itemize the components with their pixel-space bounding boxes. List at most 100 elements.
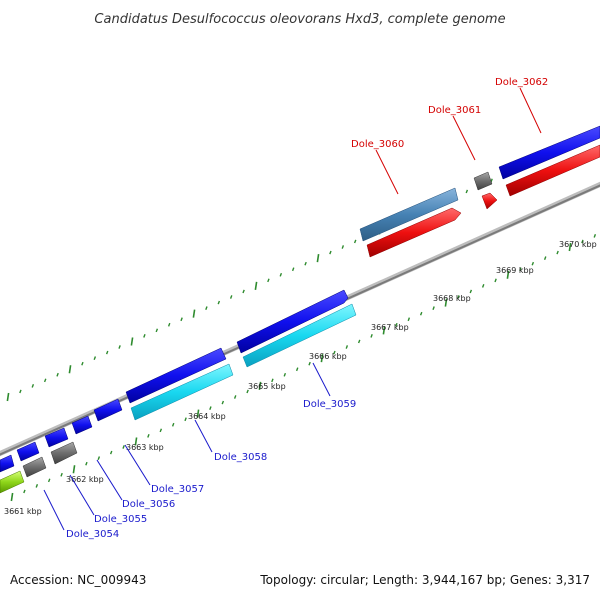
upper-scale-tick <box>68 365 72 374</box>
gene-label-leader <box>312 362 331 397</box>
gene-dole-3055-grey[interactable] <box>50 441 78 465</box>
gene-label-leader <box>452 115 476 161</box>
gene-dole-3054-grey[interactable] <box>22 456 47 478</box>
upper-scale-tick <box>353 239 357 244</box>
upper-scale-tick <box>81 361 84 366</box>
gene-dole-3061-red[interactable] <box>481 192 498 210</box>
gene-dole-3060-reverse[interactable] <box>366 207 462 258</box>
gene-dole-3058-cyan[interactable] <box>130 363 234 421</box>
upper-scale-tick <box>254 281 258 291</box>
lower-scale-tick <box>395 322 398 327</box>
lower-scale-tick <box>23 489 26 494</box>
lower-scale-tick <box>345 345 349 349</box>
lower-scale-tick <box>506 270 510 279</box>
gene-label-leader <box>43 489 65 531</box>
gene-label[interactable]: Dole_3054 <box>66 529 119 540</box>
gene-dole-3057-blue[interactable] <box>93 398 123 422</box>
lower-scale-tick <box>10 492 14 502</box>
gene-label[interactable]: Dole_3056 <box>122 499 175 510</box>
scale-tick-label: 3668 kbp <box>433 294 471 303</box>
gene-label[interactable]: Dole_3057 <box>151 484 204 495</box>
lower-scale-tick <box>320 354 324 363</box>
lower-scale-tick <box>85 461 88 466</box>
gene-label[interactable]: Dole_3062 <box>495 77 548 88</box>
lower-scale-tick <box>184 417 187 422</box>
lower-scale-tick <box>543 256 547 260</box>
upper-scale-tick <box>341 245 345 249</box>
gene-label-leader <box>96 459 123 501</box>
lower-scale-tick <box>519 267 522 272</box>
lower-scale-tick <box>469 289 473 294</box>
upper-scale-tick <box>43 378 47 383</box>
lower-scale-tick <box>432 306 435 310</box>
gene-dole-3059-cyan[interactable] <box>242 303 357 368</box>
scale-tick-label: 3663 kbp <box>126 443 164 452</box>
gene-dole-3060-forward[interactable] <box>359 187 459 242</box>
lower-scale-tick <box>147 434 150 438</box>
lower-scale-tick <box>382 326 386 335</box>
scale-tick-label: 3669 kbp <box>496 266 534 275</box>
gene-label[interactable]: Dole_3060 <box>351 139 404 150</box>
gene-label[interactable]: Dole_3061 <box>428 105 481 116</box>
upper-scale-tick <box>155 328 159 333</box>
upper-scale-tick <box>316 254 320 263</box>
upper-scale-tick <box>143 334 146 338</box>
lower-scale-tick <box>357 339 361 344</box>
lower-scale-tick <box>72 465 76 474</box>
lower-scale-tick <box>407 317 411 322</box>
upper-scale-tick <box>31 384 35 388</box>
upper-scale-tick <box>130 337 134 346</box>
lower-scale-tick <box>258 381 262 391</box>
gene-label-leader <box>194 419 213 453</box>
gene-label[interactable]: Dole_3058 <box>214 452 267 463</box>
upper-scale-tick <box>180 317 183 322</box>
gene-dole-3058-blue[interactable] <box>125 347 227 404</box>
lower-scale-tick <box>295 367 299 372</box>
gene-label-leader <box>519 87 542 134</box>
gene-edge-green[interactable] <box>0 470 25 494</box>
lower-scale-tick <box>581 239 584 244</box>
accession-text: Accession: NC_009943 <box>10 573 147 587</box>
lower-scale-tick <box>97 456 101 460</box>
lower-scale-tick <box>60 472 63 477</box>
upper-scale-tick <box>93 356 97 360</box>
upper-scale-tick <box>205 306 208 310</box>
upper-scale-tick <box>242 289 245 294</box>
gene-label[interactable]: Dole_3055 <box>94 514 147 525</box>
upper-scale-tick <box>192 309 196 318</box>
gene-dole-3054-blue[interactable] <box>16 441 40 462</box>
lower-scale-tick <box>556 250 559 255</box>
upper-scale-tick <box>291 267 295 272</box>
upper-scale-tick <box>105 350 109 355</box>
gene-label-leader <box>69 474 95 516</box>
lower-scale-tick <box>159 428 163 433</box>
gene-dole-3055-blue[interactable] <box>44 427 69 448</box>
gene-dole-3061-grey[interactable] <box>473 171 493 191</box>
upper-scale-tick <box>167 322 171 327</box>
lower-scale-tick <box>444 298 448 307</box>
lower-scale-tick <box>47 478 51 483</box>
gene-dole-3062-blue[interactable] <box>498 125 600 180</box>
genome-summary-text: Topology: circular; Length: 3,944,167 bp… <box>260 573 590 587</box>
lower-scale-tick <box>494 278 497 283</box>
upper-scale-tick <box>229 295 233 299</box>
gene-label-callouts: Dole_3054 Dole_3055 Dole_3056 Dole_3057 Dole… <box>43 77 548 540</box>
lower-scale-tick <box>531 261 535 266</box>
lower-scale-tick <box>283 372 287 377</box>
lower-scale-tick <box>419 311 423 316</box>
gene-dole-3059-blue[interactable] <box>236 289 349 354</box>
lower-scale-tick <box>593 234 597 238</box>
scale-tick-labels: 3661 kbp 3662 kbp 3663 kbp 3664 kbp 3665 kbp… <box>4 240 597 516</box>
lower-scale-tick <box>35 484 39 488</box>
gene-label[interactable]: Dole_3059 <box>303 399 356 410</box>
lower-scale-tick <box>271 378 274 383</box>
gene-dole-3056-blue[interactable] <box>71 415 93 435</box>
gene-edge-blue[interactable] <box>0 454 15 473</box>
lower-scale-tick <box>481 284 485 288</box>
lower-scale-tick <box>370 334 373 338</box>
gene-dole-3062-red[interactable] <box>505 144 600 197</box>
gene-label-leader <box>375 149 399 195</box>
upper-scale-tick <box>217 300 221 305</box>
upper-scale-tick <box>465 189 469 194</box>
